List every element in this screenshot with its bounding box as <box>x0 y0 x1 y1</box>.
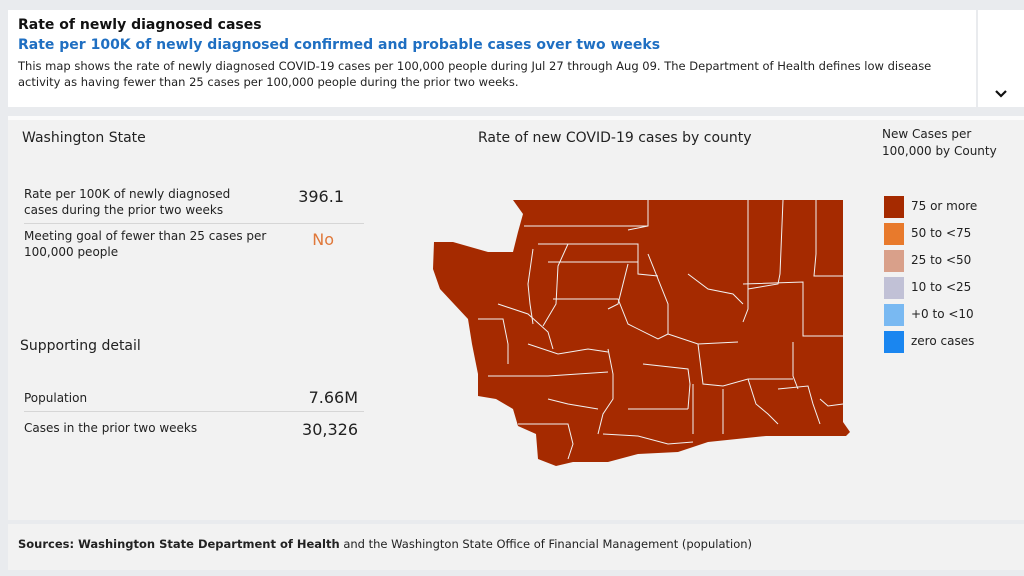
legend-label: 25 to <50 <box>911 253 972 267</box>
sources-label: Sources: Washington State Department of … <box>18 537 340 551</box>
main-panel: Washington State Rate per 100K of newly … <box>8 116 1024 520</box>
population-label: Population <box>24 391 88 405</box>
legend-label: 50 to <75 <box>911 226 972 240</box>
page-description: This map shows the rate of newly diagnos… <box>18 59 932 89</box>
legend-label: +0 to <10 <box>911 307 974 321</box>
legend-swatch <box>884 277 904 299</box>
rate-label: Rate per 100K of newly diagnosed cases d… <box>24 187 231 217</box>
header-card: Rate of newly diagnosed cases Rate per 1… <box>8 10 976 107</box>
sources-rest: and the Washington State Office of Finan… <box>339 537 753 551</box>
legend-label: zero cases <box>911 334 975 348</box>
legend-title-line2: 100,000 by County <box>882 144 997 158</box>
goal-value: No <box>312 230 334 249</box>
map-title: Rate of new COVID-19 cases by county <box>478 130 752 146</box>
header-side-panel <box>978 10 1024 107</box>
rate-value: 396.1 <box>298 187 344 206</box>
goal-row: Meeting goal of fewer than 25 cases per … <box>24 224 364 266</box>
legend-title-line1: New Cases per <box>882 127 972 141</box>
washington-county-map <box>433 199 850 466</box>
legend-swatch <box>884 223 904 245</box>
population-value: 7.66M <box>308 388 358 407</box>
map-fill <box>433 200 850 466</box>
rate-row: Rate per 100K of newly diagnosed cases d… <box>24 182 364 224</box>
legend-swatch <box>884 196 904 218</box>
legend-title: New Cases per 100,000 by County <box>882 126 997 160</box>
page-title: Rate of newly diagnosed cases <box>18 17 262 33</box>
county-borders <box>478 199 844 460</box>
goal-label: Meeting goal of fewer than 25 cases per … <box>24 229 267 259</box>
legend-swatch <box>884 304 904 326</box>
cases-row: Cases in the prior two weeks 30,326 <box>24 412 364 444</box>
legend-swatch <box>884 250 904 272</box>
page-subtitle: Rate per 100K of newly diagnosed confirm… <box>18 37 661 53</box>
state-outline <box>433 200 850 466</box>
footer: Sources: Washington State Department of … <box>8 524 1024 570</box>
supporting-detail-title: Supporting detail <box>20 338 141 354</box>
cases-value: 30,326 <box>302 420 358 439</box>
legend-label: 10 to <25 <box>911 280 972 294</box>
state-title: Washington State <box>22 130 146 146</box>
chevron-down-icon[interactable] <box>994 87 1008 101</box>
legend-swatch <box>884 331 904 353</box>
legend-label: 75 or more <box>911 199 978 213</box>
cases-label: Cases in the prior two weeks <box>24 421 198 435</box>
population-row: Population 7.66M <box>24 382 364 412</box>
